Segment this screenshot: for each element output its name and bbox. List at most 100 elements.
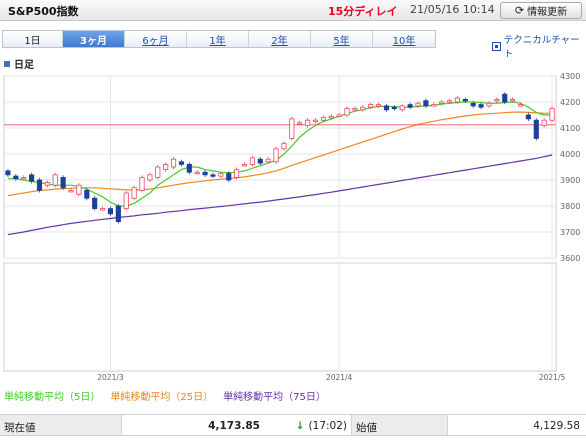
candle-body xyxy=(273,148,279,163)
candle-body xyxy=(320,117,326,121)
candle-body xyxy=(517,104,524,107)
candle-body xyxy=(486,102,492,107)
tab-6m[interactable]: 6ヶ月 xyxy=(125,31,187,47)
technical-chart-label: テクニカルチャート xyxy=(503,35,580,60)
refresh-button[interactable]: ⟳ 情報更新 xyxy=(500,2,582,19)
x-axis-labels: 2021/3 2021/4 2021/5 xyxy=(97,373,565,382)
refresh-label: 情報更新 xyxy=(527,7,568,18)
candle-body xyxy=(423,100,429,107)
tab-2y[interactable]: 2年 xyxy=(249,31,311,47)
candle-body xyxy=(407,104,413,108)
ma75-line xyxy=(7,154,553,236)
y-tick-label: 4100 xyxy=(560,124,580,133)
y-tick-label: 3900 xyxy=(560,176,580,185)
candle-body xyxy=(115,205,121,222)
refresh-icon: ⟳ xyxy=(514,4,525,17)
candle-body xyxy=(5,170,11,176)
legend-ma5: 単純移動平均（5日） xyxy=(4,392,101,403)
legend-ma25: 単純移動平均（25日） xyxy=(110,392,214,403)
candle-body xyxy=(44,182,50,186)
current-price-value: 4,173.85 xyxy=(208,420,260,432)
candle-body xyxy=(131,187,137,199)
main-plot-frame xyxy=(3,75,557,259)
quote-row: 現在値 4,173.85 ↓ (17:02) 始値 4,129.58 xyxy=(0,414,586,436)
candle-body xyxy=(139,177,145,191)
tab-1d[interactable]: 1日 xyxy=(3,31,63,47)
candle-body xyxy=(147,174,153,181)
candle-body xyxy=(549,108,555,121)
daily-section-label: 日足 xyxy=(4,56,34,71)
candle-body xyxy=(525,114,531,120)
price-change: ↓ (17:02) xyxy=(264,415,352,435)
candle-body xyxy=(328,115,334,119)
candle-body xyxy=(265,158,271,163)
timestamp: 21/05/16 10:14 xyxy=(410,3,495,16)
candle-body xyxy=(454,97,460,103)
candle-body xyxy=(210,174,216,177)
candle-body xyxy=(305,119,311,126)
candle-body xyxy=(178,161,184,165)
ma5-line xyxy=(7,101,553,207)
candle-body xyxy=(478,104,484,108)
x-axis-label: 2021/5 xyxy=(539,373,566,382)
current-price-label: 現在値 xyxy=(0,415,122,435)
candle-body xyxy=(226,173,232,181)
candlesticks xyxy=(5,92,555,224)
x-axis-label: 2021/3 xyxy=(97,373,124,382)
candle-body xyxy=(257,158,263,164)
y-tick-label: 3700 xyxy=(560,228,580,237)
candle-body xyxy=(533,119,539,139)
candle-body xyxy=(494,99,500,102)
candle-body xyxy=(84,190,90,199)
candle-body xyxy=(446,100,453,103)
candle-body xyxy=(29,174,35,182)
candle-body xyxy=(170,158,177,168)
candle-body xyxy=(368,104,374,108)
candle-body xyxy=(439,101,445,104)
y-tick-label: 4200 xyxy=(560,98,580,107)
candle-body xyxy=(470,102,476,107)
candle-body xyxy=(391,106,397,110)
y-axis-ticks: 4300 4200 4100 4000 3900 3800 3700 3600 xyxy=(560,72,580,263)
candle-body xyxy=(194,171,200,175)
tab-1y[interactable]: 1年 xyxy=(187,31,249,47)
y-tick-label: 4000 xyxy=(560,150,580,159)
open-price-value: 4,129.58 xyxy=(533,420,580,432)
ma25-line xyxy=(7,111,553,197)
index-title: S&P500指数 xyxy=(8,5,79,18)
sub-plot-frame xyxy=(3,262,557,372)
tab-3m[interactable]: 3ヶ月 xyxy=(63,31,125,47)
tab-5y[interactable]: 5年 xyxy=(311,31,373,47)
candle-body xyxy=(92,197,98,209)
candle-body xyxy=(462,99,468,102)
y-tick-label: 3800 xyxy=(560,202,580,211)
candle-body xyxy=(21,177,27,180)
candle-body xyxy=(281,143,287,150)
tab-10y[interactable]: 10年 xyxy=(392,35,416,47)
candle-body xyxy=(360,106,366,111)
down-arrow-icon: ↓ xyxy=(295,420,305,432)
candle-body xyxy=(52,174,58,186)
y-tick-label: 4300 xyxy=(560,72,580,81)
candle-body xyxy=(186,164,192,173)
change-time: (17:02) xyxy=(308,420,347,432)
candle-body xyxy=(241,164,248,167)
candle-body xyxy=(541,119,547,126)
candle-body xyxy=(399,105,405,111)
candle-body xyxy=(352,108,358,111)
y-tick-label: 3600 xyxy=(560,254,580,263)
candle-body xyxy=(431,104,437,107)
candle-body xyxy=(312,119,319,123)
technical-chart-link[interactable]: テクニカルチャート xyxy=(492,32,586,60)
period-tabs: 1日 3ヶ月 6ヶ月 1年 2年 5年 10年 xyxy=(2,30,436,48)
candle-body xyxy=(415,102,421,107)
candle-body xyxy=(218,173,224,177)
open-price-label: 始値 xyxy=(352,415,448,435)
candle-body xyxy=(344,108,350,116)
legend-ma75: 単純移動平均（75日） xyxy=(223,392,326,403)
candle-body xyxy=(107,208,114,215)
candle-body xyxy=(383,105,390,111)
candle-body xyxy=(76,184,82,195)
candle-body xyxy=(376,104,382,107)
candle-body xyxy=(502,93,508,103)
